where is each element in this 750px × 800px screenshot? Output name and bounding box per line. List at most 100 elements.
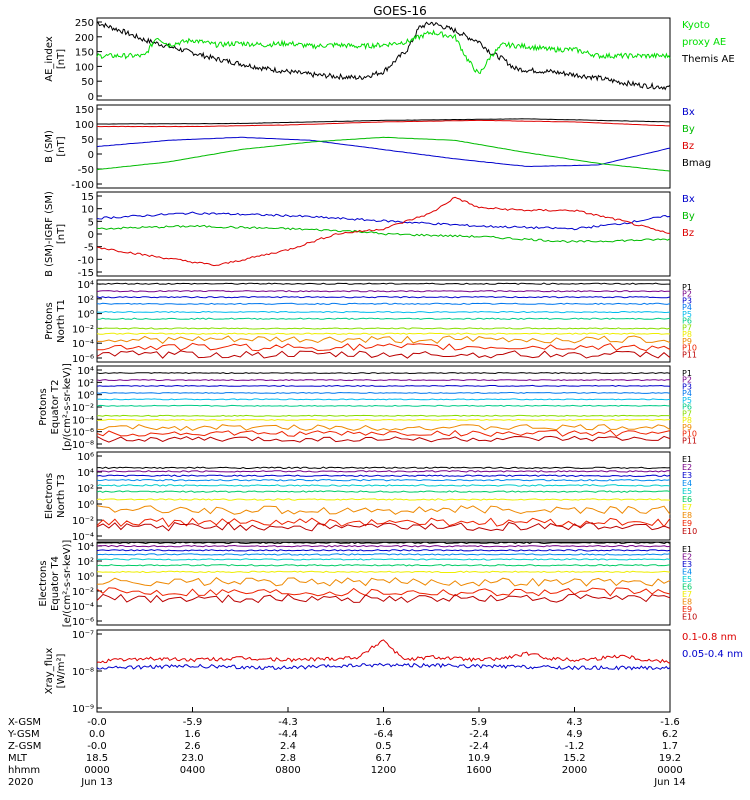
y-axis-label: Electrons [44,473,55,519]
panel-frame [96,629,671,713]
legend-entry: P7 [682,409,692,418]
series-line-p8 [96,418,671,421]
axis-value: 1.6 [185,729,201,740]
series-line-p5 [96,310,671,314]
y-axis-label: Protons [38,388,49,425]
series-line-p4 [96,302,671,305]
legend-entry: E9 [682,605,692,614]
axis-value: 19.2 [659,753,681,764]
legend-entry: E10 [682,613,697,622]
series-line-p2 [96,290,671,293]
legend-entry: P9 [682,337,692,346]
series-line-e8 [96,505,671,515]
y-axis-label: [e/(cm²-s-sr-keV)] [62,540,73,628]
legend-entry: P6 [682,403,692,412]
series-line-by [96,136,671,172]
axis-value: 4.9 [567,729,583,740]
axis-value: 2.8 [280,753,296,764]
legend-entry: Kyoto [682,20,710,31]
y-tick-label: -5 [84,243,94,254]
series-line-e1 [96,466,671,470]
y-tick-label: 50 [81,135,94,146]
legend-entry: P4 [682,389,692,398]
series-line-by [96,224,671,244]
y-tick-label: 10⁻² [72,516,94,527]
y-axis-label: B (SM)-IGRF (SM) [44,191,55,277]
panel-frame [96,17,671,101]
y-tick-label: 100 [75,120,94,131]
axis-row-label: MLT [8,753,28,764]
panel-frame [96,451,671,541]
y-axis-label: [p/(cm²-s-sr-keV)] [62,363,73,451]
axis-value: 2.4 [280,741,296,752]
axis-row-label: Y-GSM [7,729,40,740]
series-line-p4 [96,391,671,394]
axis-value: 0800 [275,765,300,776]
legend-entry: E5 [682,487,692,496]
series-line-e5 [96,558,671,561]
legend-entry: P8 [682,330,692,339]
y-tick-label: 0 [88,150,94,161]
panel-8: 10⁻⁷ 10⁻⁸ 10⁻⁹ Xray_flux [W/m²] 0.1-0.8 nm 0.0… [44,629,743,715]
legend-entry: E10 [682,527,697,536]
y-axis-label: Protons [44,302,55,339]
y-tick-label: 10⁻⁴ [72,339,94,350]
series-line-0-1-0-8-nm [96,639,671,664]
y-tick-label: 10 [81,205,94,216]
legend-entry: Bx [682,194,695,205]
legend-entry: P7 [682,323,692,332]
y-tick-label: -50 [78,165,94,176]
y-tick-label: 200 [75,33,94,44]
y-axis-label: [W/m²] [56,653,67,688]
series-line-p11 [96,435,671,443]
y-axis-label: Equator T4 [50,556,61,611]
legend-entry: P5 [682,310,692,319]
y-axis-label: AE_index [44,36,55,82]
legend-entry: E7 [682,503,692,512]
series-line-p9 [96,424,671,431]
y-tick-label: 10² [77,378,94,389]
axis-value: -2.4 [469,741,489,752]
y-tick-label: 10⁰ [77,310,94,321]
axis-value: 1600 [466,765,491,776]
y-tick-label: -100 [71,180,94,191]
axis-value: -1.6 [660,717,680,728]
y-tick-label: 10⁻⁶ [72,617,94,628]
series-line-e4 [96,553,671,556]
series-line-e10 [96,593,671,604]
series-line-p3 [96,296,671,299]
series-line-0-05-0-4-nm [96,662,671,671]
axis-value: Jun 14 [653,777,686,788]
legend-entry: P5 [682,396,692,405]
y-axis-label: Equator T2 [50,380,61,435]
y-tick-label: 10⁴ [77,542,94,553]
y-tick-label: 10⁻⁴ [72,415,94,426]
axis-value: 1.6 [376,717,392,728]
series-line-e4 [96,478,671,482]
series-line-e6 [96,490,671,493]
y-tick-label: 5 [88,217,94,228]
y-tick-label: 10⁻⁸ [72,440,94,451]
legend-entry: E6 [682,495,692,504]
legend-entry: By [682,211,695,222]
y-tick-label: 150 [75,48,94,59]
axis-value: -5.9 [183,717,203,728]
y-tick-label: 10⁻⁶ [72,354,94,365]
panel-3: 15 105 0 -5-10 -15 B (SM)-IGRF (SM) [nT] Bx By Bz [44,191,695,279]
legend-entry: E9 [682,519,692,528]
y-tick-label: 150 [75,105,94,116]
legend-entry: E4 [682,568,692,577]
series-line-e5 [96,484,671,487]
legend-entry: P10 [682,344,697,353]
axis-value: 23.0 [181,753,203,764]
legend-entry: P11 [682,436,697,445]
y-tick-label: 10⁻⁷ [72,630,94,641]
series-line-p5 [96,398,671,401]
axis-value: 0.0 [89,729,105,740]
y-tick-label: 10⁻⁶ [72,428,94,439]
panel-frame [96,104,671,189]
y-tick-label: 0 [88,92,94,103]
series-line-bx [96,211,671,231]
legend-entry: P4 [682,303,692,312]
